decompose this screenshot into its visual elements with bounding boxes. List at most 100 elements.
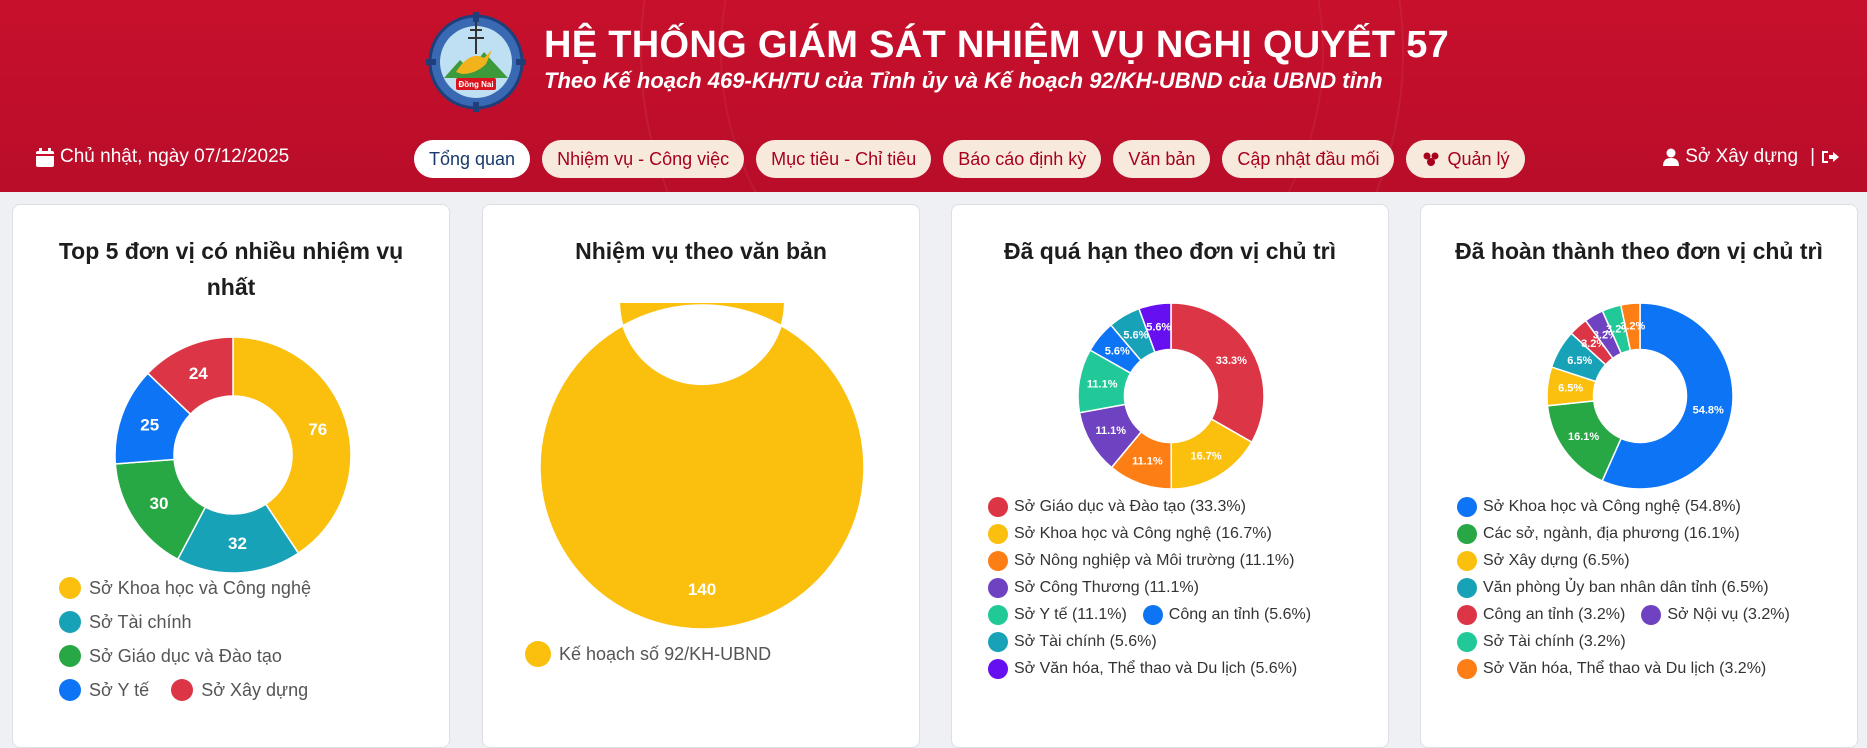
page-subtitle: Theo Kế hoạch 469-KH/TU của Tỉnh ủy và K… (544, 68, 1383, 93)
tab-management-label: Quản lý (1447, 149, 1510, 169)
legend-item: Sở Nông nghiệp và Môi trường (11.1%) (988, 551, 1321, 571)
legend-swatch (1457, 659, 1477, 679)
legend-overdue: Sở Giáo dục và Đào tạo (33.3%) Sở Khoa h… (988, 497, 1321, 686)
legend-item: Sở Khoa học và Công nghệ (59, 577, 322, 599)
donut-slice-label: 6.5% (1558, 383, 1583, 395)
tab-management[interactable]: Quản lý (1406, 140, 1525, 178)
donut-slice-label: 76 (308, 420, 327, 439)
legend-label: Sở Tài chính (3.2%) (1483, 633, 1626, 650)
legend-label: Sở Y tế (11.1%) (1014, 606, 1127, 623)
legend-swatch (1457, 497, 1477, 517)
user-separator: | (1810, 146, 1815, 167)
legend-swatch (1457, 524, 1477, 544)
user-name[interactable]: Sở Xây dựng (1685, 146, 1799, 167)
donut-slice[interactable] (146, 336, 234, 416)
logout-icon[interactable] (1821, 149, 1839, 165)
legend-swatch (59, 679, 81, 701)
legend-swatch (988, 578, 1008, 598)
donut-slice-label: 16.7% (1190, 450, 1221, 462)
card-tasks-by-document: Nhiệm vụ theo văn bản 140 Kế hoạch số 92… (482, 204, 920, 748)
legend-item: Văn phòng Ủy ban nhân dân tỉnh (6.5%) (1457, 578, 1800, 598)
donut-slice[interactable] (1619, 302, 1641, 352)
legend-swatch (171, 679, 194, 701)
legend-swatch (525, 641, 551, 667)
legend-swatch (988, 524, 1008, 544)
donut-slice-label: 5.6% (1146, 321, 1171, 333)
legend-swatch (988, 497, 1008, 517)
card-title: Top 5 đơn vị có nhiều nhiệm vụ nhất (58, 238, 404, 300)
legend-swatch (1641, 605, 1662, 625)
legend-item: Sở Xây dựng (6.5%) (1457, 551, 1800, 571)
legend-item: Các sở, ngành, địa phương (16.1%) (1457, 524, 1800, 544)
card-title: Nhiệm vụ theo văn bản (575, 238, 827, 264)
card-completed-by-unit: Đã hoàn thành theo đơn vị chủ trì 54.8% 1… (1420, 204, 1858, 748)
legend-item: Sở Giáo dục và Đào tạo (33.3%) (988, 497, 1321, 517)
tab-periodic-reports[interactable]: Báo cáo định kỳ (943, 140, 1102, 178)
legend-swatch (1142, 605, 1163, 625)
donut-slice-label: 140 (688, 580, 716, 599)
donut-slice[interactable] (176, 503, 300, 574)
legend-label: Sở Nông nghiệp và Môi trường (11.1%) (1014, 552, 1295, 569)
donut-chart-top5: 76 32 30 25 24 (114, 336, 352, 574)
user-info: Sở Xây dựng | (1663, 146, 1839, 168)
legend-swatch (59, 577, 81, 599)
legend-label: Sở Y tế (89, 679, 150, 700)
legend-completed[interactable]: Sở Khoa học và Công nghệ (54.8%) Các sở,… (1457, 497, 1800, 683)
tab-documents[interactable]: Văn bản (1113, 140, 1211, 178)
legend-top5: Sở Khoa học và Công nghệ Sở Tài chính Sở… (59, 577, 322, 713)
donut-slice[interactable] (1170, 302, 1265, 444)
legend-label: Sở Tài chính (5.6%) (1014, 633, 1157, 650)
legend-swatch (988, 551, 1008, 571)
donut-slice-label: 5.6% (1123, 330, 1148, 342)
legend-item: Sở Tài chính (59, 611, 322, 633)
tab-overview[interactable]: Tổng quan (414, 140, 531, 178)
tab-tasks[interactable]: Nhiệm vụ - Công việc (542, 140, 745, 178)
legend-label: Sở Khoa học và Công nghệ (54.8%) (1483, 498, 1741, 515)
legend-label: Sở Văn hóa, Thể thao và Du lịch (5.6%) (1014, 660, 1298, 677)
legend-swatch (1457, 605, 1477, 625)
province-logo: Đồng Nai (426, 12, 526, 112)
legend-item: Kế hoạch số 92/KH-UBND (525, 641, 771, 667)
donut-slice-label: 24 (189, 364, 208, 383)
main-nav: Tổng quan Nhiệm vụ - Công việc Mục tiêu … (414, 140, 1525, 178)
donut-slice[interactable] (539, 303, 865, 630)
donut-slice[interactable] (232, 336, 352, 555)
donut-slice-label: 33.3% (1216, 355, 1247, 367)
date-text: Chủ nhật, ngày 07/12/2025 (60, 146, 290, 167)
legend-label: Công an tỉnh (3.2%) (1483, 606, 1626, 623)
legend-item: Công an tỉnh (3.2%) Sở Nội vụ (3.2%) (1457, 605, 1800, 625)
legend-label: Sở Khoa học và Công nghệ (89, 577, 311, 598)
donut-slice-label: 5.6% (1105, 345, 1130, 357)
donut-slice[interactable] (1138, 302, 1172, 354)
legend-item: Sở Tài chính (3.2%) (1457, 632, 1800, 652)
legend-item: Sở Y tế Sở Xây dựng (59, 679, 322, 701)
legend-label: Sở Khoa học và Công nghệ (16.7%) (1014, 525, 1272, 542)
legend-swatch (988, 632, 1008, 652)
donut-chart-overdue: 33.3%16.7%11.1%11.1%11.1%5.6%5.6%5.6% (1077, 302, 1265, 490)
donut-chart-documents: 140 (539, 303, 865, 630)
donut-slice-label: 25 (140, 416, 159, 435)
donut-slice-label: 6.5% (1567, 355, 1592, 367)
donut-slice[interactable] (1601, 302, 1734, 490)
legend-swatch (59, 611, 81, 633)
tab-update-contacts[interactable]: Cập nhật đầu mối (1222, 140, 1395, 178)
user-icon (1663, 148, 1680, 166)
donut-slice-label: 11.1% (1087, 378, 1118, 390)
legend-swatch (1457, 578, 1477, 598)
legend-item: Sở Tài chính (5.6%) (988, 632, 1321, 652)
legend-label: Công an tỉnh (5.6%) (1168, 606, 1312, 623)
tab-targets[interactable]: Mục tiêu - Chỉ tiêu (756, 140, 932, 178)
legend-swatch (1457, 551, 1477, 571)
donut-slice-label: 3.2% (1620, 321, 1645, 333)
donut-slice-label: 11.1% (1132, 456, 1163, 468)
donut-chart-completed: 54.8%16.1%6.5%6.5%3.2%3.2%3.2%3.2% (1546, 302, 1734, 490)
card-title: Đã hoàn thành theo đơn vị chủ trì (1455, 238, 1823, 264)
legend-label: Sở Xây dựng (201, 679, 309, 700)
legend-documents: Kế hoạch số 92/KH-UBND (525, 641, 771, 679)
legend-label: Sở Văn hóa, Thể thao và Du lịch (3.2%) (1483, 660, 1767, 677)
legend-item: Sở Công Thương (11.1%) (988, 578, 1321, 598)
legend-label: Sở Giáo dục và Đào tạo (33.3%) (1014, 498, 1246, 515)
legend-item: Sở Giáo dục và Đào tạo (59, 645, 322, 667)
donut-slice-label: 11.1% (1095, 425, 1126, 437)
legend-label: Sở Xây dựng (6.5%) (1483, 552, 1630, 569)
